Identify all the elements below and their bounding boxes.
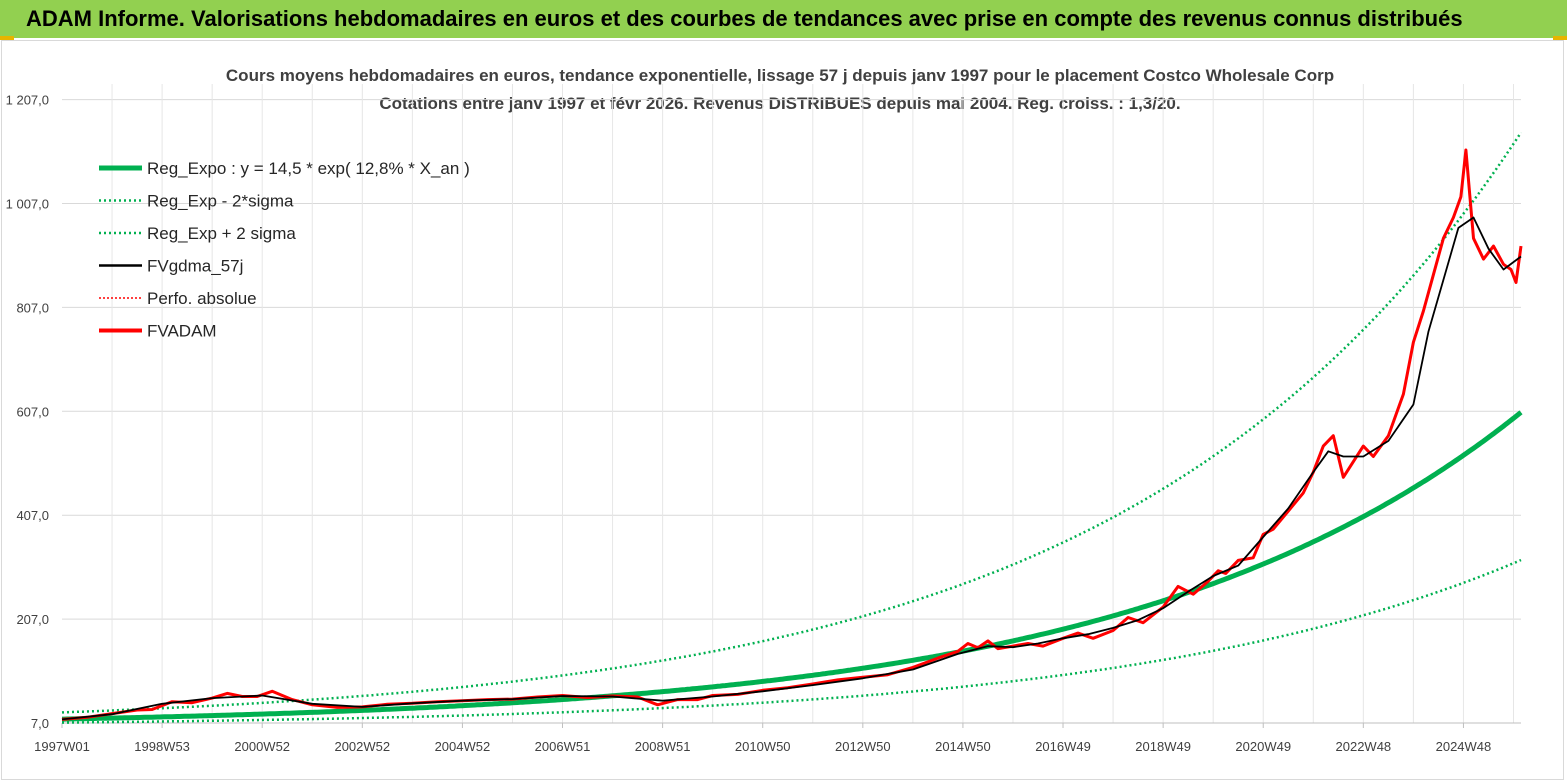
reg-expo-line xyxy=(62,410,1523,722)
x-tick-label: 2010W50 xyxy=(735,739,791,754)
chart-title: Cours moyens hebdomadaires en euros, ten… xyxy=(226,66,1334,85)
x-tick-label: 1997W01 xyxy=(34,739,90,754)
chart-frame xyxy=(1,40,1564,780)
y-tick-label: 807,0 xyxy=(16,300,49,315)
reg-exp-plus-2sigma-line xyxy=(61,131,1523,714)
reg-exp-minus-2sigma-line xyxy=(62,558,1522,724)
x-tick-label: 2016W49 xyxy=(1035,739,1091,754)
grid xyxy=(62,84,1521,724)
x-tick-label: 2004W52 xyxy=(435,739,491,754)
banner-edge-right xyxy=(1553,36,1567,40)
legend-label: Reg_Exp - 2*sigma xyxy=(147,192,294,211)
plot-area xyxy=(61,131,1523,724)
x-tick-label: 2014W50 xyxy=(935,739,991,754)
x-tick-label: 2006W51 xyxy=(535,739,591,754)
x-tick-label: 2002W52 xyxy=(334,739,390,754)
x-tick-label: 2008W51 xyxy=(635,739,691,754)
y-tick-label: 207,0 xyxy=(16,612,49,627)
banner-edge-left xyxy=(0,36,14,40)
x-tick-label: 2024W48 xyxy=(1436,739,1492,754)
x-tick-label: 1998W53 xyxy=(134,739,190,754)
legend-label: Perfo. absolue xyxy=(147,289,257,308)
report-banner: ADAM Informe. Valorisations hebdomadaire… xyxy=(0,0,1567,38)
report-title: ADAM Informe. Valorisations hebdomadaire… xyxy=(26,6,1463,31)
chart-subtitle: Cotations entre janv 1997 et févr 2026. … xyxy=(379,94,1180,113)
y-tick-label: 1 007,0 xyxy=(6,196,49,211)
x-axis: 1997W01 1998W53 2000W52 2002W52 2004W52 2006W… xyxy=(34,723,1491,754)
y-tick-label: 407,0 xyxy=(16,508,49,523)
y-tick-label: 7,0 xyxy=(31,716,49,731)
x-tick-label: 2020W49 xyxy=(1235,739,1291,754)
x-tick-label: 2012W50 xyxy=(835,739,891,754)
y-tick-label: 1 207,0 xyxy=(6,93,49,108)
y-tick-label: 607,0 xyxy=(16,404,49,419)
legend-label: FVgdma_57j xyxy=(147,257,243,276)
legend-label: FVADAM xyxy=(147,322,217,341)
legend-label: Reg_Expo : y = 14,5 * exp( 12,8% * X_an … xyxy=(147,159,470,178)
x-tick-label: 2018W49 xyxy=(1135,739,1191,754)
legend: Reg_Expo : y = 14,5 * exp( 12,8% * X_an … xyxy=(99,159,470,341)
y-axis: 7,0 207,0 407,0 607,0 807,0 1 007,0 1 207,0 xyxy=(6,93,49,731)
fvgdma-57j-line xyxy=(61,216,1522,721)
x-tick-label: 2000W52 xyxy=(234,739,290,754)
legend-label: Reg_Exp + 2 sigma xyxy=(147,224,296,243)
x-tick-label: 2022W48 xyxy=(1336,739,1392,754)
